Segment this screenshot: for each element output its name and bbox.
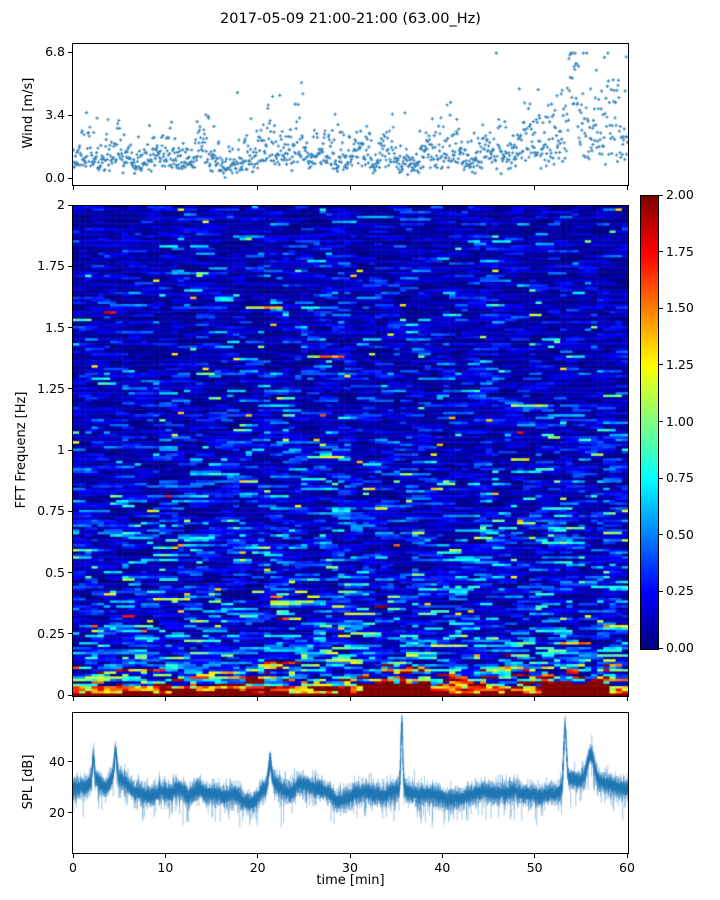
fft-ytick-mark	[68, 633, 72, 635]
fft-xtick-mark	[626, 697, 628, 701]
colorbar-tick-mark	[659, 364, 663, 366]
fft-ytick-label: 1	[57, 442, 65, 457]
fft-ytick-mark	[68, 510, 72, 512]
time-xlabel: time [min]	[316, 873, 385, 888]
colorbar-tick-label: 1.25	[666, 356, 694, 372]
colorbar-tick-label: 1.75	[666, 243, 694, 259]
fft-spectrogram-plot	[72, 205, 629, 697]
wind-ytick-label: 0.0	[45, 170, 65, 186]
colorbar-tick-mark	[659, 647, 663, 649]
fft-xtick-mark	[534, 697, 536, 701]
colorbar-tick-label: 2.00	[666, 187, 694, 202]
wind-xtick-mark	[441, 186, 443, 190]
fft-xtick-mark	[257, 697, 259, 701]
spl-xtick-mark	[441, 854, 443, 858]
fft-xtick-mark	[349, 697, 351, 701]
fft-ytick-label: 0.5	[45, 564, 65, 580]
wind-xtick-mark	[349, 186, 351, 190]
spl-xtick-label: 20	[249, 860, 266, 875]
wind-xtick-mark	[257, 186, 259, 190]
wind-xtick-mark	[72, 186, 74, 190]
fft-xtick-mark	[164, 697, 166, 701]
fft-ytick-mark	[68, 265, 72, 267]
wind-ytick-label: 3.4	[45, 107, 65, 123]
spl-xtick-mark	[534, 854, 536, 858]
spl-ylabel: SPL [dB]	[21, 754, 36, 810]
wind-ytick-mark	[68, 51, 72, 53]
spl-line-canvas	[73, 713, 628, 853]
colorbar-tick-label: 0.25	[666, 583, 694, 599]
wind-xtick-mark	[164, 186, 166, 190]
colorbar-tick-mark	[659, 421, 663, 422]
spl-ytick-label: 40	[49, 753, 65, 769]
colorbar	[640, 195, 659, 650]
fft-spectrogram-canvas	[73, 206, 628, 696]
colorbar-tick-mark	[659, 477, 663, 479]
spl-ytick-mark	[68, 812, 72, 814]
fft-xtick-mark	[441, 697, 443, 701]
spl-xtick-label: 40	[434, 860, 451, 875]
spl-xtick-mark	[626, 854, 628, 858]
fft-ytick-mark	[68, 572, 72, 573]
fft-ytick-mark	[68, 449, 72, 451]
spl-xtick-mark	[72, 854, 74, 858]
colorbar-gradient	[641, 196, 658, 649]
spl-plot	[72, 712, 629, 854]
fft-ytick-mark	[68, 694, 72, 696]
spl-xtick-label: 50	[526, 860, 543, 875]
figure-title: 2017-05-09 21:00-21:00 (63.00_Hz)	[220, 11, 481, 27]
colorbar-tick-label: 0.00	[666, 640, 694, 655]
colorbar-tick-mark	[659, 590, 663, 592]
fft-ytick-mark	[68, 204, 72, 206]
fft-ytick-label: 2	[57, 197, 65, 212]
wind-ytick-label: 6.8	[45, 44, 65, 60]
fft-ytick-label: 0.75	[37, 503, 65, 519]
colorbar-tick-mark	[659, 307, 663, 309]
colorbar-tick-mark	[659, 251, 663, 253]
fft-ytick-label: 1.5	[45, 319, 65, 335]
fft-xtick-mark	[72, 697, 74, 701]
fft-ytick-label: 1.25	[37, 380, 65, 396]
spl-ytick-mark	[68, 761, 72, 763]
spl-xtick-mark	[349, 854, 351, 858]
colorbar-tick-mark	[659, 534, 663, 536]
spl-ytick-label: 20	[49, 804, 65, 820]
colorbar-tick-label: 1.00	[666, 413, 694, 429]
colorbar-tick-label: 1.50	[666, 300, 694, 316]
fft-ytick-label: 0	[57, 687, 65, 702]
fft-ytick-mark	[68, 327, 72, 328]
fft-ytick-label: 0.25	[37, 625, 65, 641]
colorbar-tick-label: 0.75	[666, 470, 694, 486]
wind-xtick-mark	[626, 186, 628, 190]
wind-scatter-canvas	[73, 44, 628, 185]
colorbar-tick-mark	[659, 194, 663, 196]
wind-xtick-mark	[534, 186, 536, 190]
fft-ytick-label: 1.75	[37, 258, 65, 274]
spl-xtick-label: 30	[342, 860, 358, 875]
wind-ytick-mark	[68, 177, 72, 179]
wind-plot	[72, 43, 629, 186]
spl-xtick-mark	[257, 854, 259, 858]
fft-ytick-mark	[68, 388, 72, 390]
spl-xtick-mark	[164, 854, 166, 858]
spl-xtick-label: 60	[619, 860, 635, 875]
spl-xtick-label: 10	[157, 860, 174, 875]
wind-ytick-mark	[68, 114, 72, 116]
spl-xtick-label: 0	[69, 860, 77, 875]
colorbar-tick-label: 0.50	[666, 526, 694, 542]
